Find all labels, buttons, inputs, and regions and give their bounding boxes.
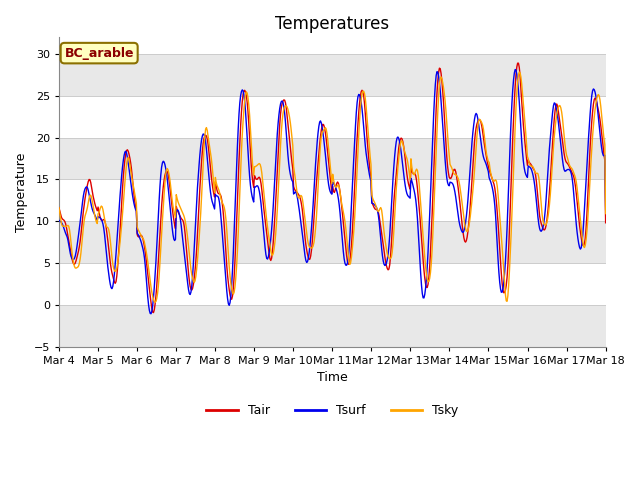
Tsurf xyxy=(70,255,78,261)
Tair xyxy=(514,60,522,66)
Tsurf xyxy=(517,126,525,132)
Tsurf xyxy=(144,294,152,300)
Legend: Tair, Tsurf, Tsky: Tair, Tsurf, Tsky xyxy=(202,399,463,422)
Title: Temperatures: Temperatures xyxy=(275,15,389,33)
Tsurf xyxy=(55,217,63,223)
Bar xyxy=(59,221,605,263)
Tsky xyxy=(602,211,609,216)
X-axis label: Time: Time xyxy=(317,372,348,384)
Tsky xyxy=(234,231,242,237)
Tsky xyxy=(515,69,523,75)
Tair xyxy=(602,220,609,226)
Tair xyxy=(150,310,157,315)
Tsurf xyxy=(202,139,209,144)
Tsurf xyxy=(511,67,519,72)
Line: Tair: Tair xyxy=(59,63,605,312)
Tsky xyxy=(144,259,152,264)
Tsurf xyxy=(234,126,242,132)
Tsky xyxy=(70,264,78,269)
Tair xyxy=(517,85,525,91)
Tsky xyxy=(202,126,209,132)
Text: BC_arable: BC_arable xyxy=(65,47,134,60)
Tair xyxy=(55,205,63,211)
Tair xyxy=(70,261,78,267)
Tsky xyxy=(55,205,63,211)
Tair xyxy=(144,271,152,277)
Bar xyxy=(59,54,605,96)
Tsky xyxy=(552,118,560,123)
Tsky xyxy=(517,74,525,80)
Tsurf xyxy=(147,311,155,317)
Tair xyxy=(234,178,242,183)
Line: Tsurf: Tsurf xyxy=(59,70,605,314)
Tsurf xyxy=(552,104,560,109)
Y-axis label: Temperature: Temperature xyxy=(15,152,28,232)
Bar xyxy=(59,305,605,347)
Tsky xyxy=(151,300,159,305)
Tair xyxy=(552,102,560,108)
Bar xyxy=(59,138,605,180)
Tsurf xyxy=(602,206,609,212)
Line: Tsky: Tsky xyxy=(59,72,605,302)
Tair xyxy=(202,132,209,138)
